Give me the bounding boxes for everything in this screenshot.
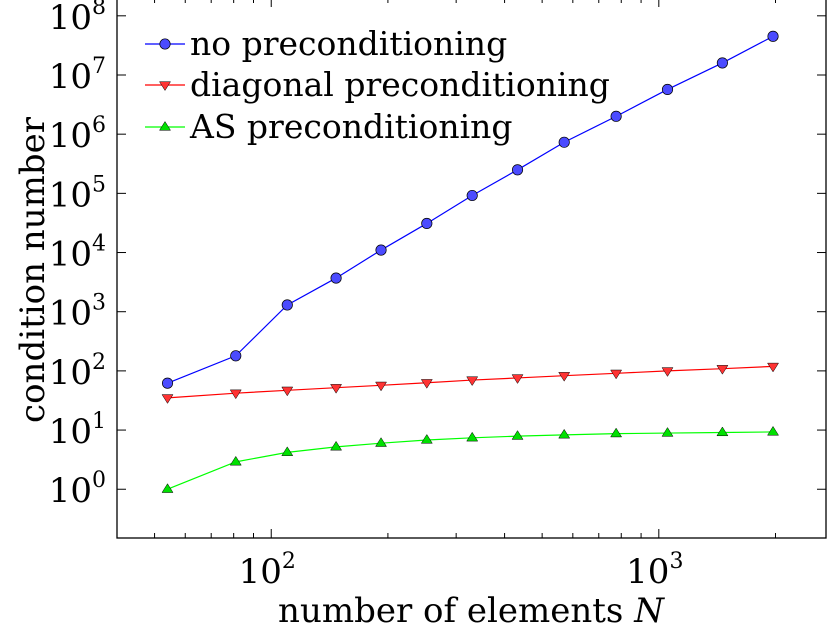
legend-item: diagonal preconditioning (145, 65, 610, 104)
series-diagonal-preconditioning (161, 362, 779, 404)
data-point (420, 434, 433, 444)
data-point (330, 440, 343, 451)
axis-ticks (116, 0, 826, 538)
y-tick-base: 10 (49, 235, 92, 275)
data-point (511, 374, 524, 384)
data-point (466, 189, 478, 202)
y-tick-exp: 4 (92, 232, 106, 257)
x-axis-label-var: N (633, 591, 665, 631)
y-tick-label: 104 (49, 232, 106, 275)
x-tick-label: 102 (239, 549, 296, 592)
data-point (466, 376, 479, 387)
y-tick-label: 103 (49, 291, 106, 334)
data-point (281, 446, 294, 456)
data-point (767, 30, 779, 42)
data-point (558, 136, 570, 148)
y-tick-exp: 0 (92, 468, 106, 493)
data-point (511, 164, 524, 176)
y-tick-exp: 6 (92, 113, 106, 138)
y-axis-label: condition number (13, 116, 53, 423)
y-tick-base: 10 (49, 116, 92, 156)
data-point (661, 427, 674, 437)
series-layer (161, 30, 779, 493)
series-as-preconditioning (161, 425, 779, 493)
data-point (610, 369, 623, 380)
plot-area (116, 0, 827, 539)
legend-label: AS preconditioning (189, 107, 513, 146)
legend-item: no preconditioning (145, 24, 507, 63)
y-tick-label: 106 (49, 113, 106, 156)
y-tick-base: 10 (49, 412, 92, 452)
y-tick-exp: 2 (92, 350, 106, 375)
y-tick-base: 10 (49, 0, 92, 38)
data-point (558, 428, 571, 439)
y-tick-label: 101 (49, 409, 106, 452)
y-tick-label: 105 (49, 172, 106, 215)
x-tick-exp: 2 (282, 549, 296, 574)
x-tick-base: 10 (626, 552, 669, 592)
y-tick-exp: 1 (92, 409, 106, 434)
data-point (661, 83, 674, 95)
data-point (558, 372, 571, 382)
x-tick-base: 10 (239, 552, 282, 592)
data-point (330, 272, 342, 284)
data-point (375, 244, 387, 256)
data-point (161, 377, 174, 389)
y-tick-label: 108 (49, 0, 106, 38)
data-point (421, 217, 433, 230)
plot-frame (116, 0, 827, 539)
data-point (661, 367, 674, 377)
legend-marker (159, 38, 171, 50)
data-point (420, 379, 433, 389)
data-point (716, 365, 729, 375)
data-point (281, 299, 293, 311)
y-tick-exp: 8 (92, 0, 106, 20)
y-tick-base: 10 (49, 57, 92, 97)
data-point (767, 362, 779, 373)
x-tick-label: 103 (626, 549, 683, 592)
data-point (161, 483, 174, 493)
x-axis-label: number of elements N (278, 591, 665, 631)
data-point (375, 381, 387, 392)
data-point (466, 431, 479, 442)
data-point (230, 350, 242, 362)
x-tick-labels: 102 103 (239, 549, 684, 592)
x-tick-exp: 3 (669, 549, 683, 574)
legend-marker (159, 81, 171, 91)
y-tick-base: 10 (49, 353, 92, 393)
data-point (375, 437, 387, 447)
x-axis-label-text: number of elements (278, 591, 623, 631)
data-point (610, 110, 622, 122)
y-tick-label: 107 (49, 54, 106, 97)
data-point (767, 425, 779, 436)
legend-item: AS preconditioning (145, 107, 513, 146)
y-tick-label: 100 (49, 468, 106, 511)
data-point (716, 57, 728, 69)
data-point (161, 394, 174, 404)
data-point (281, 386, 294, 397)
y-tick-label: 102 (49, 350, 106, 393)
y-tick-base: 10 (49, 294, 92, 334)
data-point (511, 430, 524, 440)
series-no-preconditioning (161, 30, 779, 389)
y-tick-exp: 7 (92, 54, 106, 79)
legend-label: no preconditioning (190, 24, 507, 63)
y-tick-exp: 3 (92, 291, 106, 316)
data-point (610, 427, 623, 438)
data-point (716, 426, 729, 437)
legend-marker (159, 121, 171, 131)
data-point (229, 389, 242, 400)
y-tick-base: 10 (49, 471, 92, 511)
y-tick-base: 10 (49, 175, 92, 215)
y-tick-exp: 5 (92, 172, 106, 197)
data-point (229, 455, 242, 466)
legend-label: diagonal preconditioning (190, 65, 610, 104)
data-point (330, 384, 343, 394)
